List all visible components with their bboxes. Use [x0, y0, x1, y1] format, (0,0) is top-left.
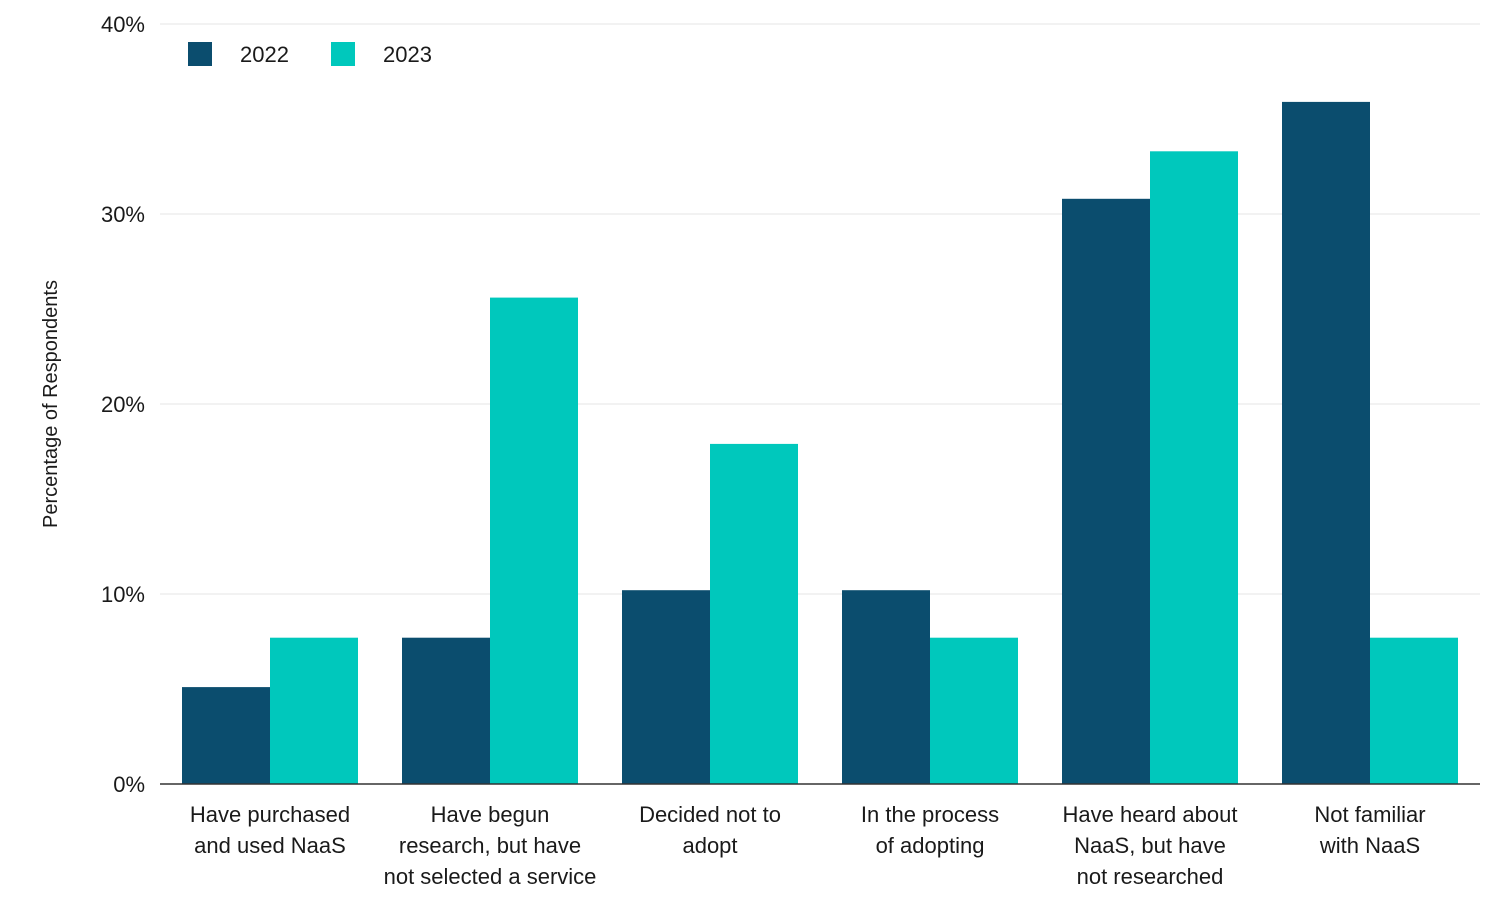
y-axis-ticks: 0% 10% 20% 30% 40%	[101, 12, 145, 797]
bar-2023[interactable]	[1150, 151, 1238, 785]
legend-label: 2022	[240, 42, 289, 67]
bar-2023[interactable]	[490, 297, 578, 784]
bar-2023[interactable]	[1370, 637, 1458, 784]
gridlines	[160, 23, 1480, 595]
bar-2022[interactable]	[182, 687, 270, 784]
y-tick-label: 20%	[101, 392, 145, 417]
x-category-label: Decided not to adopt	[639, 802, 781, 858]
y-tick-label: 0%	[113, 772, 145, 797]
x-category-label: Have heard about NaaS, but have not resear…	[1063, 802, 1238, 889]
x-category-label: In the process of adopting	[861, 802, 999, 858]
legend-label: 2023	[383, 42, 432, 67]
x-axis-categories: Have purchased and used NaaS Have begun res…	[190, 802, 1426, 889]
x-category-label: Not familiar with NaaS	[1314, 802, 1425, 858]
bar-2023[interactable]	[710, 443, 798, 784]
legend-item-2022[interactable]: 2022	[188, 42, 289, 67]
bar-2022[interactable]	[622, 590, 710, 784]
x-category-label: Have purchased and used NaaS	[190, 802, 350, 858]
y-tick-label: 30%	[101, 202, 145, 227]
bar-2022[interactable]	[402, 637, 490, 784]
legend-swatch	[188, 42, 212, 66]
bar-2022[interactable]	[842, 590, 930, 784]
bar-2022[interactable]	[1062, 198, 1150, 785]
legend-swatch	[331, 42, 355, 66]
x-category-label: Have begun research, but have not selected…	[384, 802, 597, 889]
bar-2023[interactable]	[270, 637, 358, 784]
bars	[160, 101, 1480, 785]
y-tick-label: 10%	[101, 582, 145, 607]
bar-2022[interactable]	[1282, 101, 1370, 784]
bar-2023[interactable]	[930, 637, 1018, 784]
legend[interactable]: 2022 2023	[188, 42, 432, 67]
y-tick-label: 40%	[101, 12, 145, 37]
legend-item-2023[interactable]: 2023	[331, 42, 432, 67]
y-axis-title: Percentage of Respondents	[40, 280, 62, 528]
